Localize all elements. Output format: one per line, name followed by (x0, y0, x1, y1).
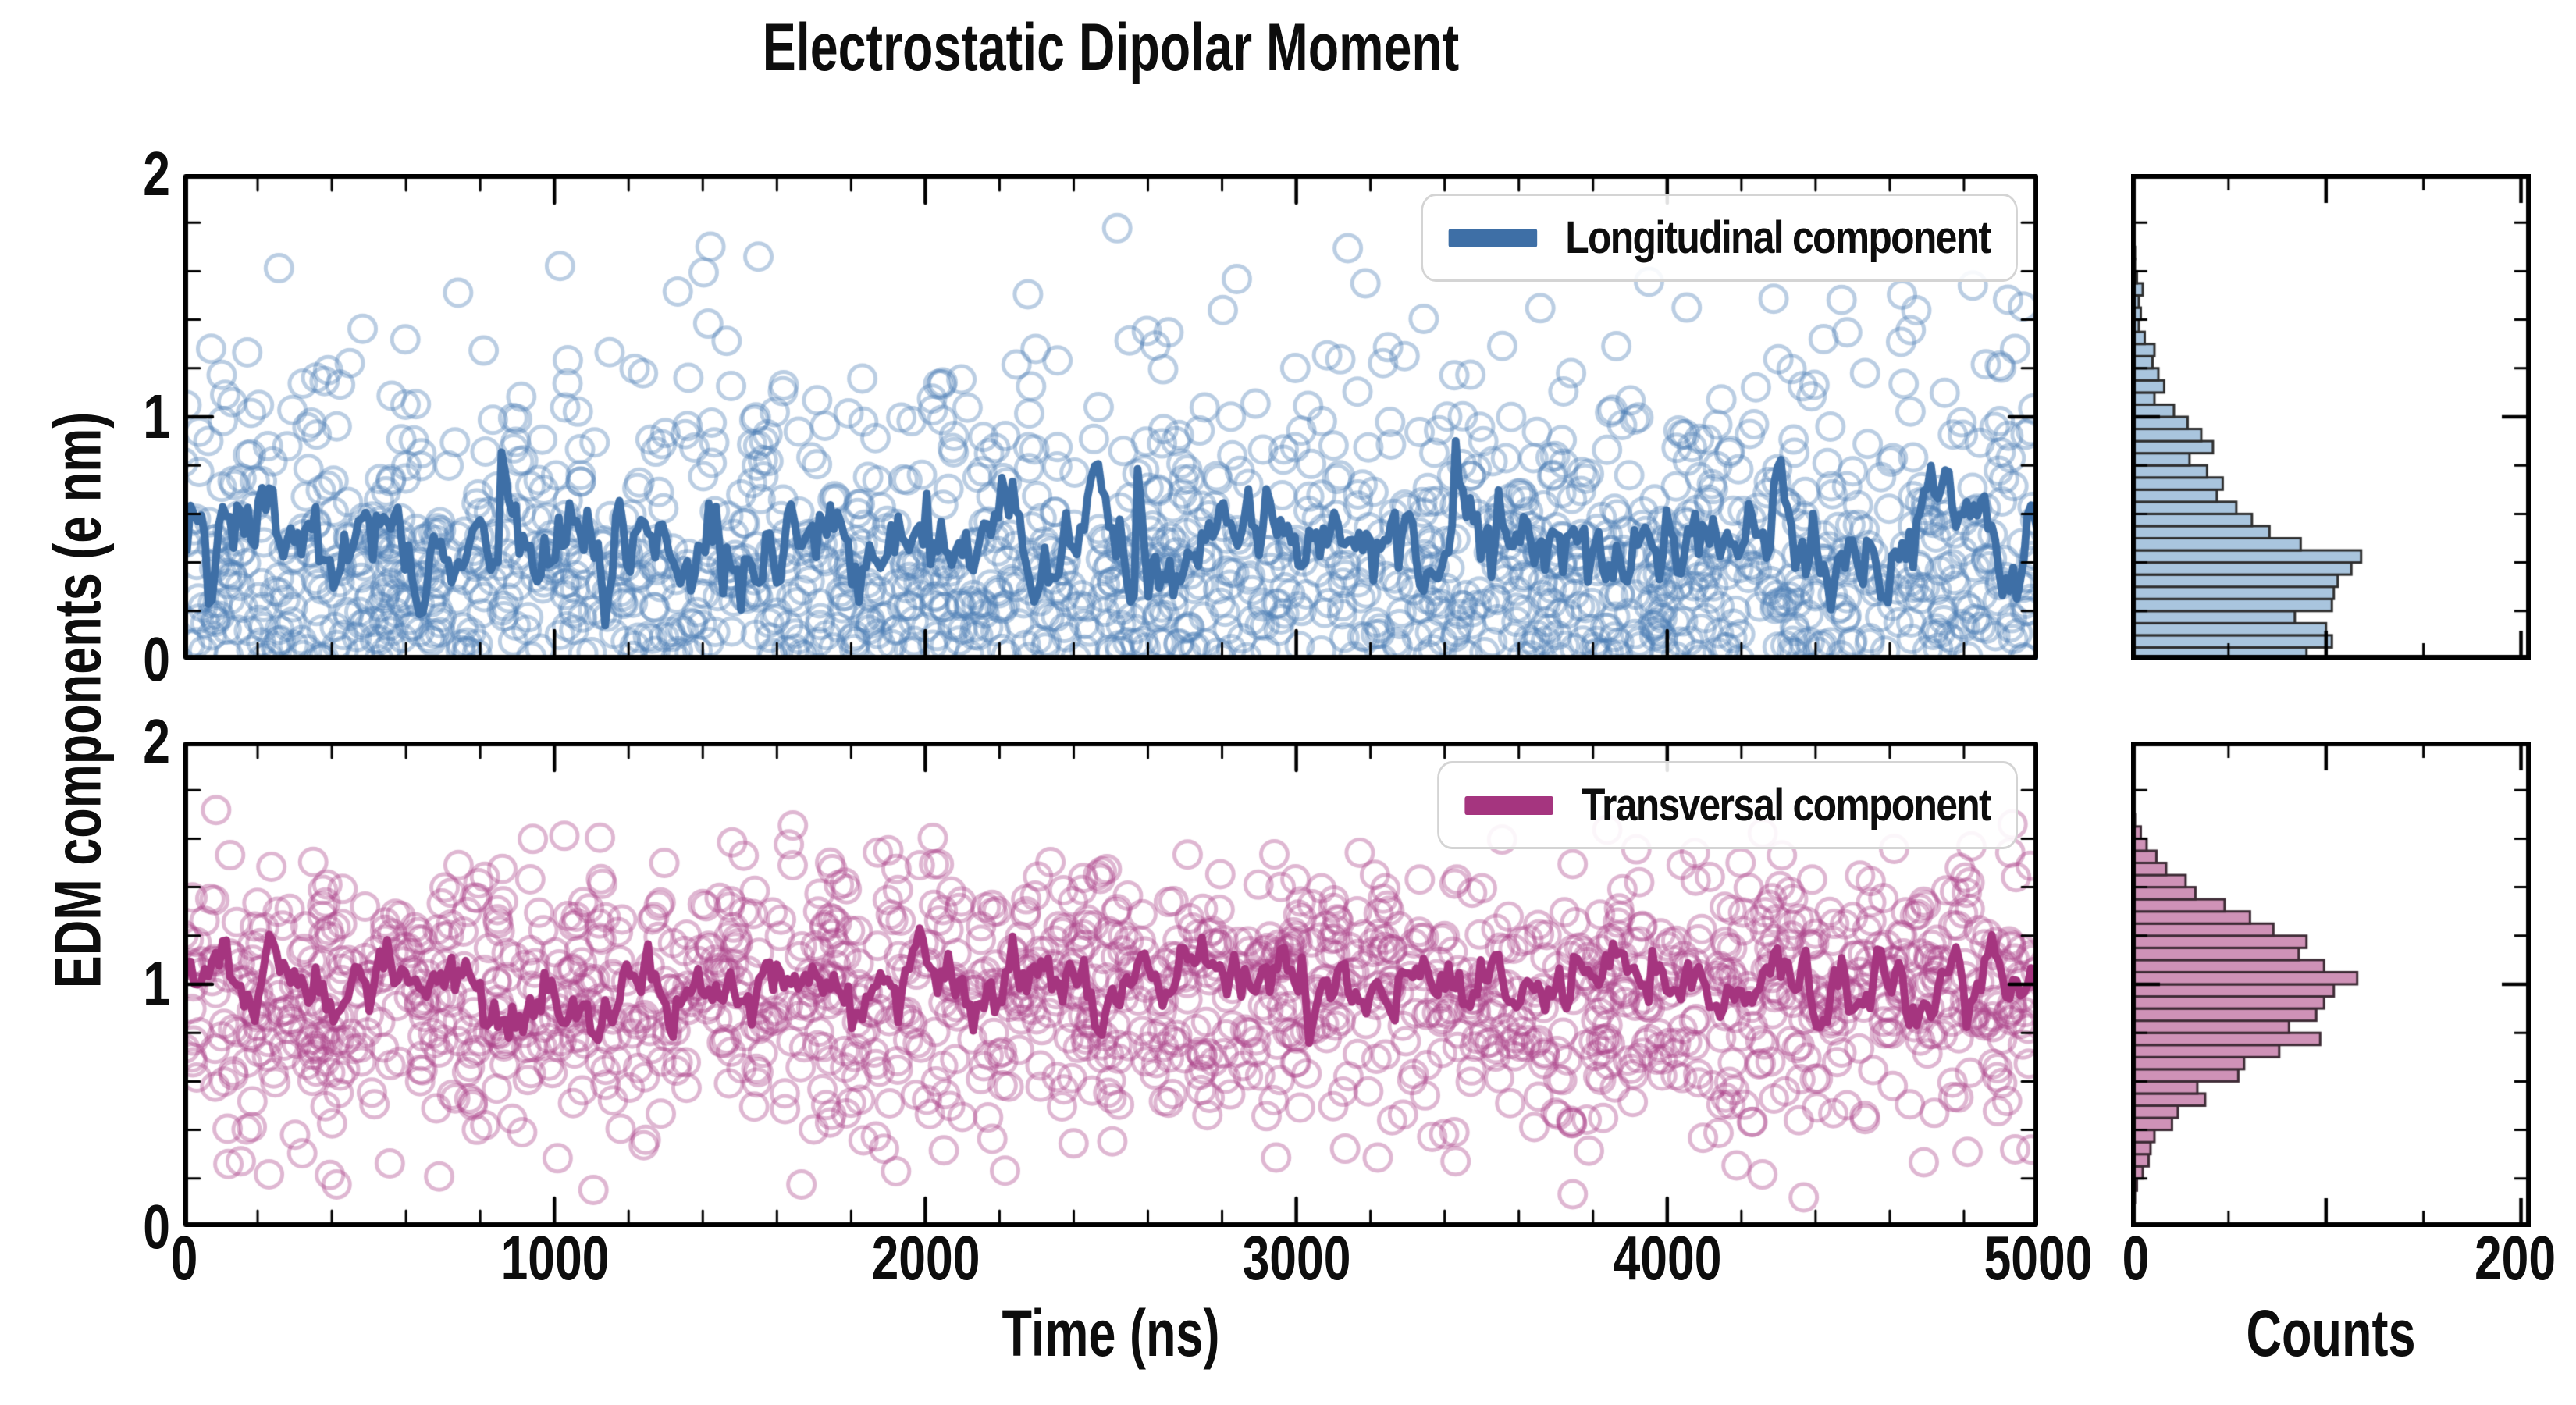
ytick-bottom-1: 1 (143, 949, 170, 1019)
ytick-top-0: 0 (143, 624, 170, 694)
ytick-bottom-0: 0 (143, 1192, 170, 1261)
x-axis-label: Time (ns) (1002, 1297, 1220, 1370)
ytick-top-1: 1 (143, 382, 170, 451)
legend-bottom-label: Transversal component (1581, 780, 1992, 831)
chart-title: Electrostatic Dipolar Moment (762, 10, 1460, 85)
ytick-bottom-2: 2 (143, 706, 170, 776)
xtick-1000: 1000 (500, 1223, 610, 1293)
hist-xtick-200: 200 (2474, 1223, 2556, 1293)
counts-axis-label: Counts (2246, 1297, 2416, 1370)
legend-top-swatch (1449, 228, 1538, 247)
xtick-0: 0 (170, 1223, 198, 1293)
ytick-top-2: 2 (143, 139, 170, 208)
legend-bottom-swatch (1464, 795, 1553, 815)
legend-transversal: Transversal component (1436, 761, 2018, 849)
y-axis-label: EDM components (e nm) (41, 411, 115, 989)
top-histogram-plot (2131, 174, 2531, 660)
xtick-3000: 3000 (1242, 1223, 1351, 1293)
legend-top-label: Longitudinal component (1565, 212, 1992, 263)
bottom-histogram-plot (2131, 742, 2531, 1227)
legend-longitudinal: Longitudinal component (1421, 194, 2018, 282)
xtick-5000: 5000 (1984, 1223, 2093, 1293)
hist-xtick-0: 0 (2122, 1223, 2150, 1293)
xtick-4000: 4000 (1613, 1223, 1722, 1293)
xtick-2000: 2000 (871, 1223, 980, 1293)
